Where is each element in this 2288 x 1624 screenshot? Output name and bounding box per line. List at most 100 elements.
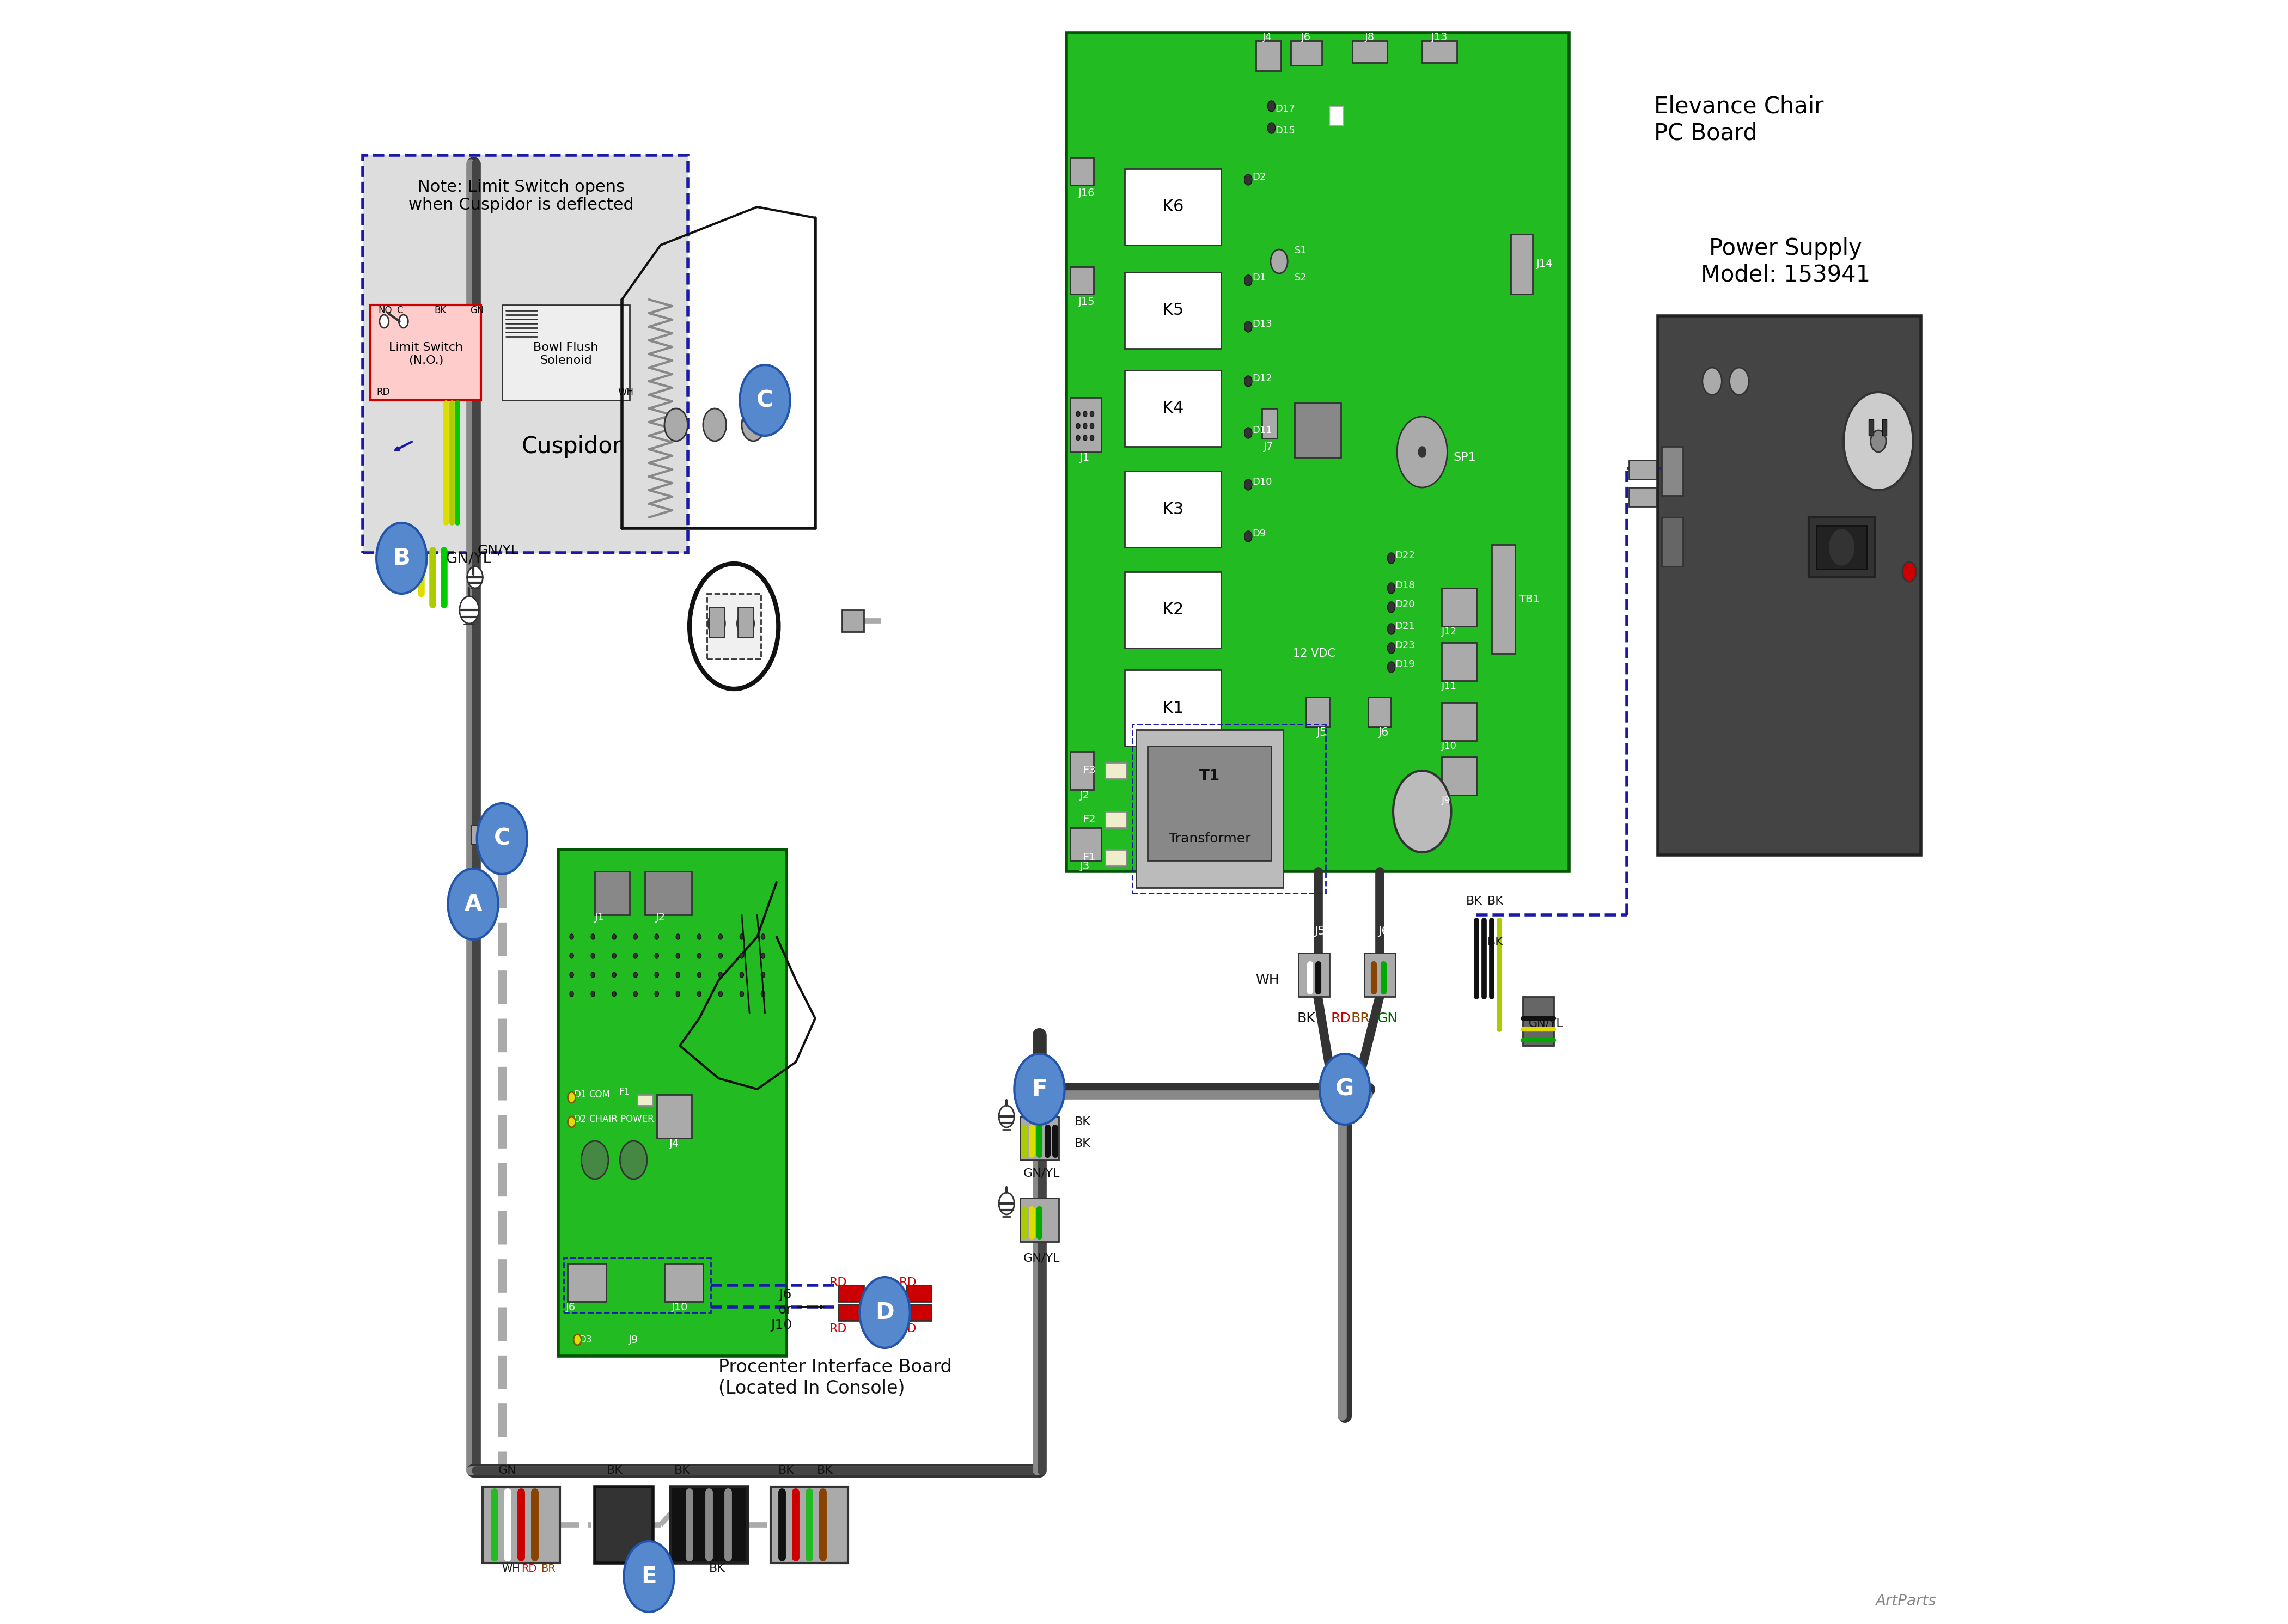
- Text: K3: K3: [1162, 502, 1183, 516]
- Ellipse shape: [1872, 430, 1885, 451]
- Text: COM: COM: [588, 1090, 611, 1099]
- Text: RD: RD: [522, 1564, 538, 1574]
- Ellipse shape: [762, 934, 764, 939]
- Text: BK: BK: [1487, 937, 1503, 948]
- Text: J1: J1: [1080, 453, 1089, 463]
- Text: D13: D13: [1252, 320, 1272, 330]
- Ellipse shape: [1387, 643, 1396, 653]
- Text: K6: K6: [1162, 200, 1183, 214]
- Ellipse shape: [654, 973, 659, 978]
- Ellipse shape: [378, 523, 426, 594]
- Ellipse shape: [625, 1541, 675, 1613]
- Text: J6: J6: [1377, 728, 1389, 737]
- FancyBboxPatch shape: [1629, 487, 1657, 507]
- FancyBboxPatch shape: [1149, 745, 1272, 861]
- Ellipse shape: [737, 612, 755, 635]
- Text: J3: J3: [1080, 861, 1089, 870]
- Ellipse shape: [380, 315, 389, 328]
- Text: GN: GN: [499, 1465, 517, 1476]
- Ellipse shape: [1320, 1054, 1371, 1124]
- Text: J15: J15: [1078, 297, 1094, 307]
- Ellipse shape: [570, 934, 574, 939]
- Ellipse shape: [590, 991, 595, 997]
- Text: D18: D18: [1396, 580, 1414, 591]
- Text: C: C: [757, 388, 773, 412]
- FancyBboxPatch shape: [1123, 572, 1222, 648]
- FancyBboxPatch shape: [1123, 169, 1222, 245]
- Text: Note: Limit Switch opens
when Cuspidor is deflected: Note: Limit Switch opens when Cuspidor i…: [410, 179, 634, 213]
- Text: BK: BK: [675, 1465, 691, 1476]
- Text: J7: J7: [1263, 442, 1274, 451]
- Text: Cuspidor: Cuspidor: [522, 435, 622, 458]
- FancyBboxPatch shape: [1290, 41, 1322, 65]
- FancyBboxPatch shape: [1123, 669, 1222, 745]
- Ellipse shape: [467, 567, 483, 588]
- Text: J2: J2: [1080, 789, 1089, 801]
- Ellipse shape: [1082, 435, 1087, 440]
- Ellipse shape: [634, 973, 638, 978]
- Text: J5: J5: [1313, 926, 1325, 937]
- Ellipse shape: [1245, 375, 1252, 387]
- FancyBboxPatch shape: [1629, 460, 1657, 479]
- Ellipse shape: [1245, 479, 1252, 490]
- FancyBboxPatch shape: [1071, 158, 1094, 185]
- Ellipse shape: [675, 991, 680, 997]
- Text: J6: J6: [565, 1302, 577, 1312]
- Ellipse shape: [1000, 1192, 1014, 1215]
- Ellipse shape: [570, 973, 574, 978]
- Text: WH: WH: [618, 387, 634, 396]
- Text: GN/YL: GN/YL: [1023, 1168, 1059, 1179]
- Text: J5: J5: [1316, 728, 1327, 737]
- Ellipse shape: [707, 612, 725, 635]
- FancyBboxPatch shape: [1492, 544, 1515, 653]
- Text: F3: F3: [1082, 765, 1096, 776]
- FancyBboxPatch shape: [1256, 41, 1281, 71]
- Text: BK: BK: [1467, 896, 1483, 906]
- FancyBboxPatch shape: [657, 1095, 691, 1138]
- Ellipse shape: [664, 409, 689, 442]
- Text: BK: BK: [1075, 1138, 1091, 1150]
- Ellipse shape: [1844, 391, 1913, 490]
- Ellipse shape: [1245, 274, 1252, 286]
- Text: Procenter Interface Board
(Located In Console): Procenter Interface Board (Located In Co…: [718, 1358, 952, 1397]
- Text: J6: J6: [1377, 926, 1389, 937]
- Ellipse shape: [1419, 447, 1425, 458]
- Text: J2: J2: [657, 913, 666, 922]
- Ellipse shape: [739, 934, 744, 939]
- Ellipse shape: [675, 953, 680, 958]
- FancyBboxPatch shape: [595, 872, 629, 914]
- Text: B: B: [394, 547, 410, 570]
- Text: D21: D21: [1396, 622, 1414, 632]
- Text: F: F: [1032, 1078, 1048, 1101]
- Ellipse shape: [1828, 528, 1856, 567]
- FancyBboxPatch shape: [709, 607, 725, 637]
- Ellipse shape: [1387, 603, 1396, 612]
- Ellipse shape: [1901, 562, 1917, 581]
- Text: Limit Switch
(N.O.): Limit Switch (N.O.): [389, 343, 462, 365]
- Ellipse shape: [590, 953, 595, 958]
- Text: GN/YL: GN/YL: [446, 551, 492, 565]
- Ellipse shape: [762, 953, 764, 958]
- Ellipse shape: [1089, 435, 1094, 440]
- Ellipse shape: [567, 1091, 577, 1103]
- Ellipse shape: [1245, 322, 1252, 333]
- Ellipse shape: [762, 973, 764, 978]
- FancyBboxPatch shape: [1071, 828, 1101, 861]
- FancyBboxPatch shape: [842, 611, 863, 632]
- FancyBboxPatch shape: [906, 1304, 931, 1320]
- FancyBboxPatch shape: [1123, 273, 1222, 349]
- Ellipse shape: [739, 991, 744, 997]
- Ellipse shape: [1387, 552, 1396, 564]
- Ellipse shape: [1398, 417, 1448, 487]
- Ellipse shape: [1387, 624, 1396, 635]
- Text: RD: RD: [378, 387, 389, 396]
- Text: BK: BK: [435, 305, 446, 315]
- FancyBboxPatch shape: [1137, 729, 1284, 888]
- Ellipse shape: [1387, 661, 1396, 672]
- Ellipse shape: [1387, 583, 1396, 594]
- Text: BK: BK: [778, 1465, 794, 1476]
- Ellipse shape: [1245, 427, 1252, 438]
- Text: BK: BK: [1487, 896, 1503, 906]
- Ellipse shape: [698, 953, 700, 958]
- Ellipse shape: [739, 973, 744, 978]
